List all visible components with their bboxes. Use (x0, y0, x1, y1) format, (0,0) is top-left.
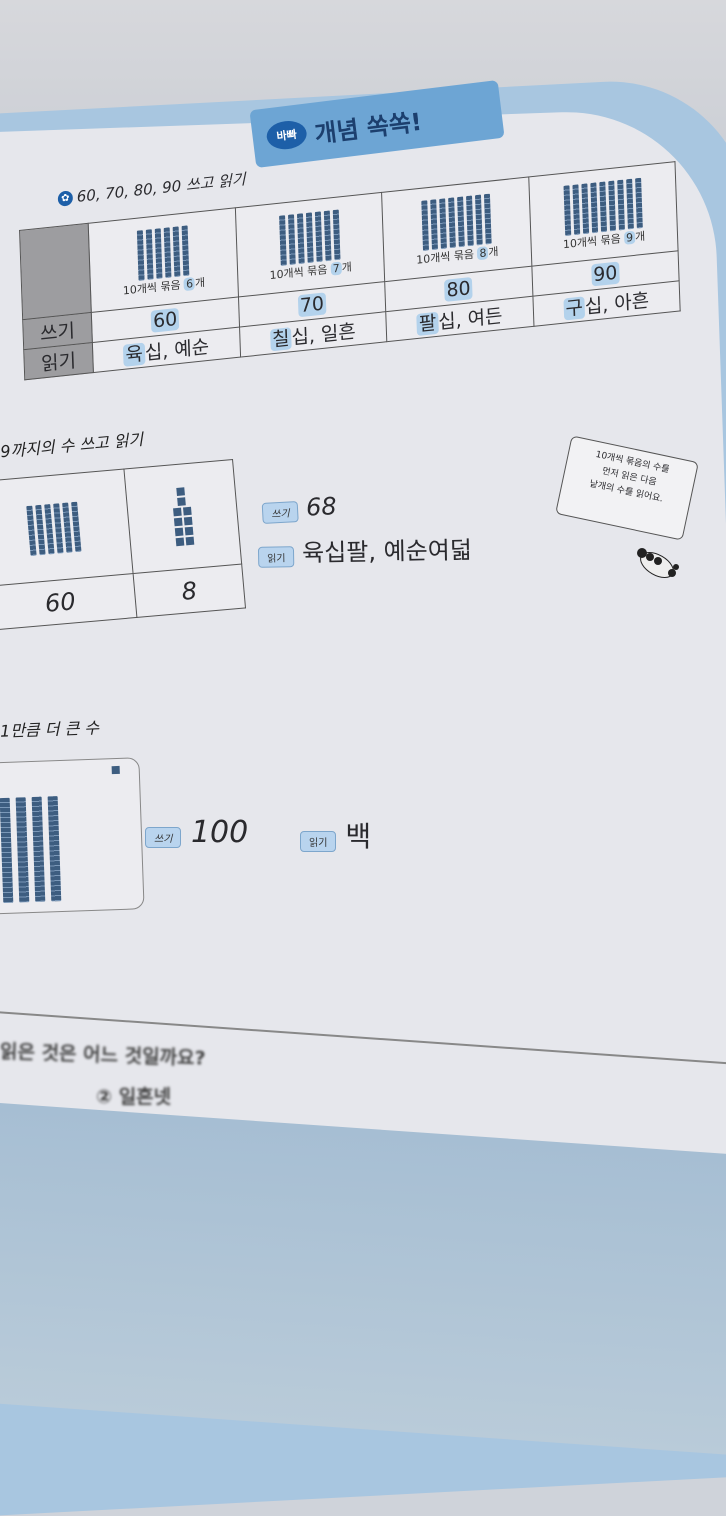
ten-bundle-icon (296, 213, 305, 265)
ten-bundle-icon (421, 200, 429, 251)
ten-bundle-icon (172, 226, 181, 278)
ten-bundle-icon (163, 227, 172, 279)
next-page-edge (0, 1102, 726, 1458)
read-hundred: 읽기 백 (300, 815, 371, 855)
page-title: 개념 쏙쏙! (313, 107, 424, 149)
cube-icon (111, 765, 120, 775)
section3-title: 1만큼 더 큰 수 (0, 718, 100, 741)
ten-bundle-icon (483, 193, 492, 245)
hundred-box (0, 757, 145, 915)
corner-cell (19, 223, 92, 320)
ten-bundle-icon (429, 199, 438, 251)
ten-bundle-icon (616, 179, 625, 231)
star-icon: ✿ (57, 190, 74, 207)
badge-logo: 바빠 (265, 118, 309, 152)
section2-table: 60 8 (0, 458, 247, 632)
ten-bundle-icon (438, 198, 447, 250)
write-answer: 쓰기 68 (261, 492, 337, 524)
ten-bundle-icon (305, 212, 314, 264)
ten-bundle-icon (287, 214, 296, 265)
ones-value: 8 (133, 564, 246, 618)
ten-bundle-icon (634, 177, 643, 229)
ten-bundle-icon (154, 228, 163, 279)
ones-cubes (123, 459, 242, 574)
answer-option: ② 일흔넷 (96, 1086, 172, 1108)
tens-bundles (0, 468, 134, 587)
ten-bundle-icon (447, 197, 456, 249)
ten-bundle-icon (590, 182, 598, 234)
read-label: 읽기 (300, 831, 337, 852)
ten-bundle-icon (278, 215, 287, 266)
ten-bundle-icon (145, 229, 154, 280)
ten-bundle-icon (599, 181, 607, 233)
ten-bundle-icon (323, 210, 332, 262)
ten-bundle-icon (181, 225, 190, 277)
ten-bundle-icon (474, 194, 483, 246)
ten-bundle-icon (465, 195, 474, 247)
ten-bundle-icon (625, 178, 634, 230)
ten-bundle-icon (572, 184, 580, 236)
ten-bundle-icon (136, 230, 145, 281)
write-label: 쓰기 (145, 827, 182, 848)
ten-bundle-icon (563, 185, 571, 237)
ten-bundle-icon (456, 196, 465, 248)
ten-bundle-icon (581, 183, 589, 235)
ten-bundle-icon (314, 211, 323, 263)
ten-bundle-icon (332, 209, 341, 261)
read-answer: 읽기 육십팔, 예순여덟 (257, 530, 472, 569)
write-label: 쓰기 (261, 501, 300, 524)
ten-bundle-icon (608, 180, 616, 232)
write-hundred: 쓰기 100 (145, 815, 248, 850)
mascot-icon (637, 548, 679, 578)
read-label: 읽기 (257, 546, 295, 568)
